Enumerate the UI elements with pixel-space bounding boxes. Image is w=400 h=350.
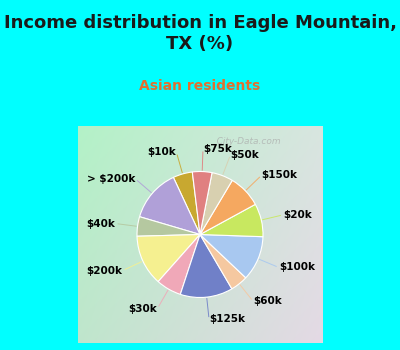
Text: $40k: $40k (86, 218, 115, 229)
Wedge shape (180, 234, 232, 298)
Wedge shape (137, 234, 200, 282)
Text: City-Data.com: City-Data.com (208, 137, 280, 146)
Wedge shape (200, 173, 232, 235)
Wedge shape (192, 172, 212, 234)
Text: $125k: $125k (209, 314, 245, 324)
Wedge shape (200, 234, 263, 278)
Wedge shape (200, 180, 255, 234)
Text: Asian residents: Asian residents (139, 79, 261, 93)
Wedge shape (137, 217, 200, 236)
Wedge shape (158, 234, 200, 294)
Wedge shape (200, 234, 246, 289)
Text: $30k: $30k (129, 303, 158, 314)
Wedge shape (200, 204, 263, 237)
Text: $100k: $100k (279, 262, 315, 272)
Text: $150k: $150k (262, 170, 298, 180)
Text: Income distribution in Eagle Mountain,
TX (%): Income distribution in Eagle Mountain, T… (4, 14, 396, 53)
Text: $50k: $50k (230, 150, 259, 160)
Text: > $200k: > $200k (87, 174, 135, 184)
Text: $20k: $20k (283, 210, 312, 220)
Text: $75k: $75k (203, 144, 232, 154)
Wedge shape (173, 172, 200, 234)
Wedge shape (140, 177, 200, 234)
Text: $10k: $10k (148, 147, 176, 158)
Text: $60k: $60k (253, 296, 282, 306)
Text: $200k: $200k (87, 266, 123, 275)
